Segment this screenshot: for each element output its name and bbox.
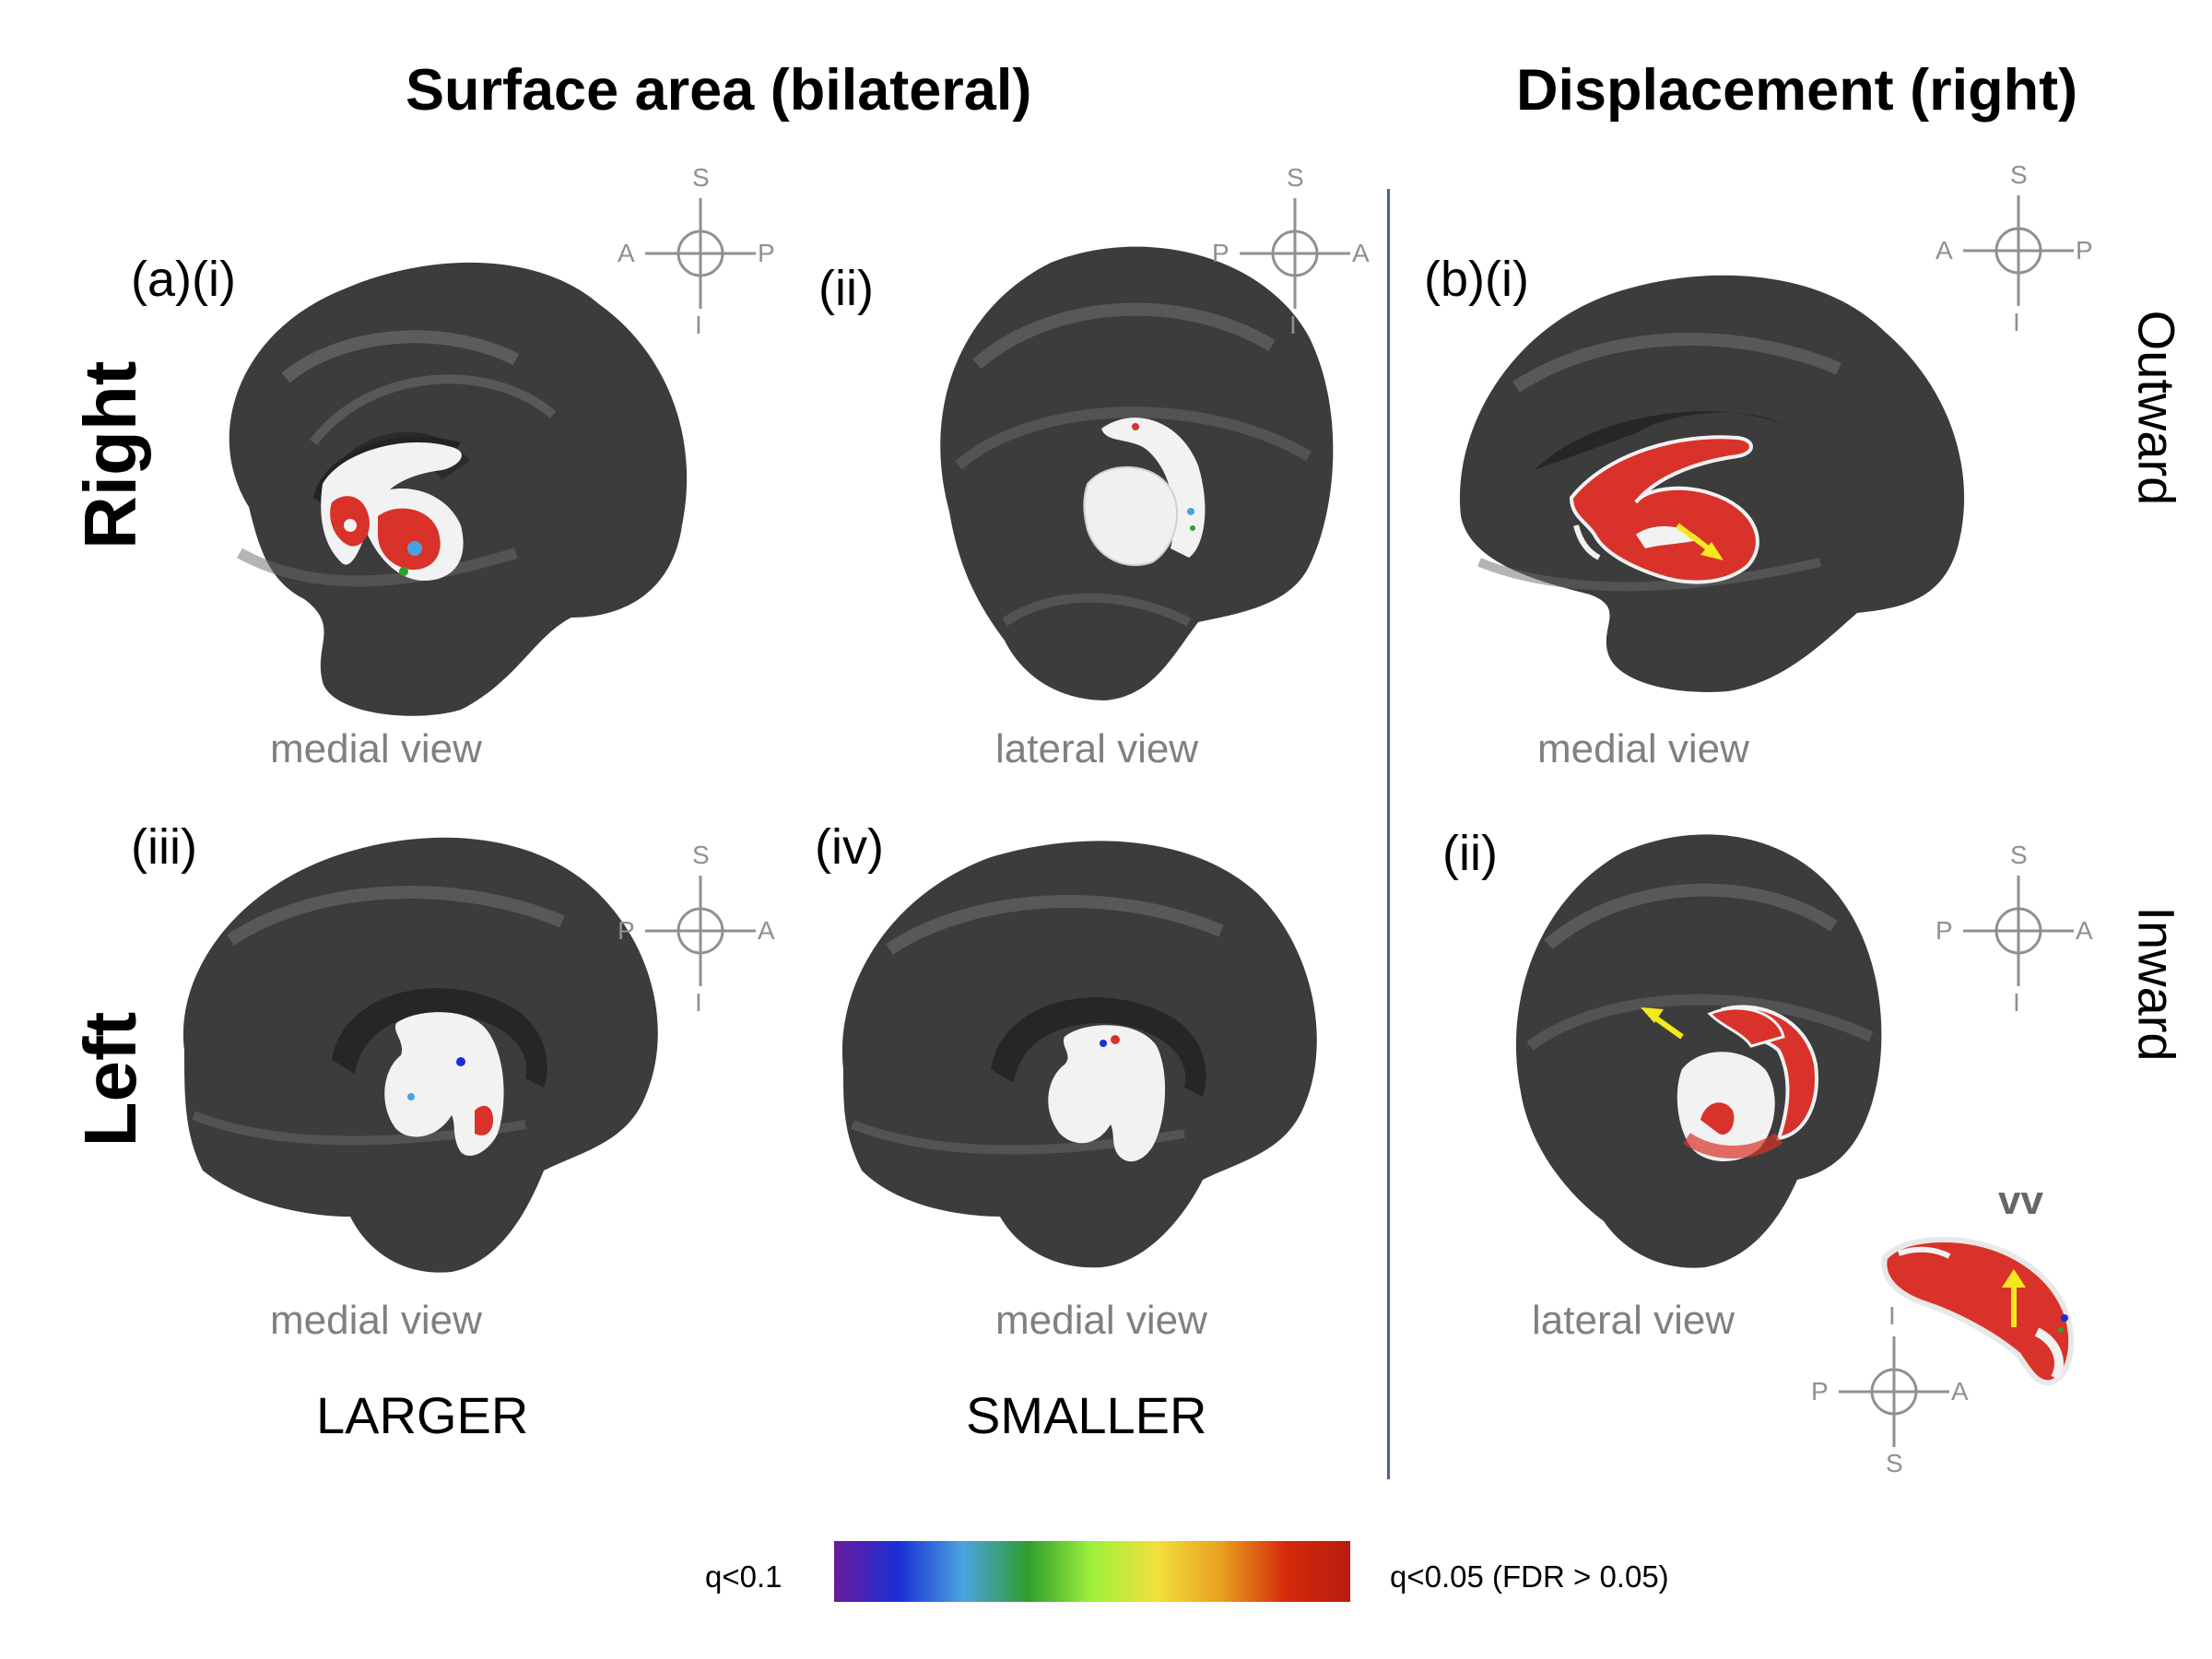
orientation-top: S — [692, 163, 710, 192]
panel-label-a-i: (a)(i) — [131, 252, 236, 307]
brain-lateral-right-image — [940, 246, 1334, 700]
orientation-right: P — [2076, 236, 2093, 265]
orientation-left: A — [1936, 236, 1953, 265]
brain-medial-left-image — [182, 837, 658, 1273]
brain-panel-a-iv — [834, 830, 1332, 1272]
row-label-left: Left — [69, 1011, 151, 1147]
orientation-left: P — [1936, 916, 1953, 945]
orientation-left: P — [1811, 1377, 1829, 1406]
orientation-left: P — [618, 916, 635, 945]
vv-inset-panel — [1880, 1230, 2083, 1387]
column-divider — [1387, 189, 1390, 1479]
orientation-bottom: I — [2013, 988, 2020, 1017]
surface-area-header: Surface area (bilateral) — [406, 58, 1032, 123]
view-label-a-iv: medial view — [995, 1298, 1207, 1343]
view-label-a-iii: medial view — [270, 1298, 482, 1343]
brain-panel-a-i — [184, 249, 700, 719]
colorbar-left-label: q<0.1 — [705, 1559, 782, 1594]
orientation-right: A — [758, 916, 775, 945]
panel-label-a-iii: (iii) — [131, 819, 197, 875]
brain-medial-right-displacement-image — [1459, 275, 1965, 692]
orientation-top: S — [2010, 160, 2028, 189]
column-label-smaller: SMALLER — [966, 1386, 1207, 1444]
orientation-top: S — [1287, 163, 1304, 192]
displacement-header: Displacement (right) — [1516, 58, 2078, 123]
brain-panel-b-ii — [1502, 816, 1899, 1277]
view-label-b-i: medial view — [1537, 726, 1749, 771]
vv-label: vv — [1998, 1178, 2043, 1223]
brain-panel-b-i — [1452, 258, 1977, 700]
panel-label-b-i: (b)(i) — [1424, 252, 1529, 307]
orientation-bottom: I — [695, 311, 702, 339]
orientation-right: A — [1951, 1377, 1969, 1406]
direction-label-outward: Outward — [2127, 310, 2186, 506]
brain-medial-left-smaller-image — [841, 841, 1317, 1268]
ventral-view-structure-image — [1881, 1237, 2075, 1386]
brain-medial-right-image — [229, 262, 688, 716]
orientation-bottom: I — [2013, 308, 2020, 336]
crosshair-icon — [645, 876, 756, 986]
direction-label-inward: Inward — [2127, 906, 2186, 1062]
orientation-compass-b-ii: S I P A — [1926, 839, 2111, 1023]
orientation-right: A — [1352, 239, 1370, 267]
orientation-compass-a-ii: S I P A — [1203, 161, 1387, 346]
orientation-compass-vv: I S P A — [1802, 1300, 1986, 1484]
panel-label-a-ii: (ii) — [818, 261, 874, 316]
brain-lateral-right-displacement-image — [1515, 834, 1882, 1268]
orientation-right: P — [758, 239, 775, 267]
orientation-top: S — [2010, 841, 2028, 869]
orientation-compass-a-i: S I A P — [608, 161, 793, 346]
orientation-compass-b-i: S I A P — [1926, 159, 2111, 343]
orientation-bottom: I — [695, 988, 702, 1017]
colorbar-right-label: q<0.05 (FDR > 0.05) — [1390, 1559, 1669, 1594]
crosshair-icon — [1963, 876, 2074, 986]
orientation-bottom: S — [1886, 1449, 1903, 1477]
crosshair-icon — [1240, 198, 1350, 309]
brain-panel-a-iii — [175, 820, 673, 1281]
crosshair-icon — [1963, 195, 2074, 306]
panel-label-a-iv: (iv) — [815, 819, 884, 875]
view-label-a-ii: lateral view — [995, 726, 1199, 771]
view-label-b-ii: lateral view — [1532, 1298, 1735, 1343]
crosshair-icon — [1839, 1336, 1949, 1447]
colorbar — [834, 1541, 1350, 1602]
panel-label-b-ii: (ii) — [1442, 826, 1498, 881]
column-label-larger: LARGER — [316, 1386, 529, 1444]
orientation-right: A — [2076, 916, 2093, 945]
orientation-bottom: I — [1289, 311, 1297, 339]
orientation-left: P — [1212, 239, 1230, 267]
crosshair-icon — [645, 198, 756, 309]
view-label-a-i: medial view — [270, 726, 482, 771]
orientation-compass-a-iii: S I P A — [608, 839, 793, 1023]
brain-panel-a-ii — [922, 235, 1346, 705]
orientation-left: A — [618, 239, 635, 267]
row-label-right: Right — [69, 360, 151, 549]
orientation-top: S — [692, 841, 710, 869]
orientation-top: I — [1888, 1301, 1896, 1330]
